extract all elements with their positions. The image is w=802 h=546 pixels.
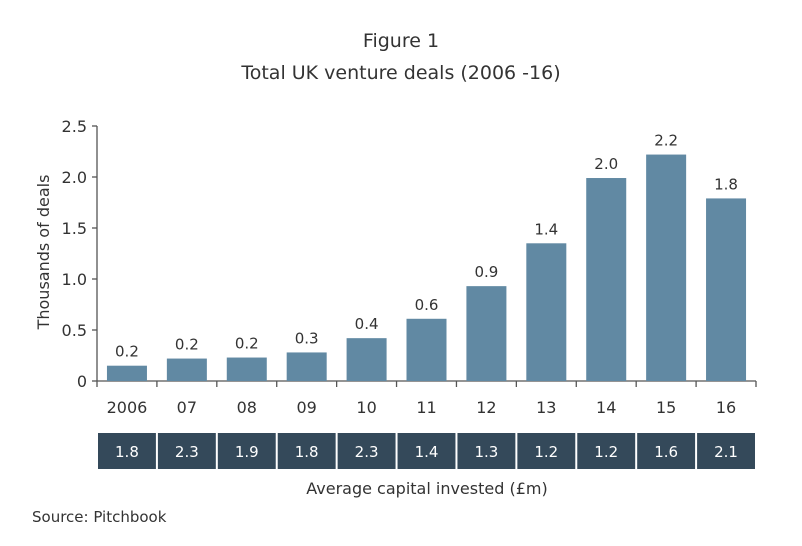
- capital-cell: [397, 433, 456, 469]
- bar-value-label: 0.2: [235, 335, 259, 353]
- bar-value-label: 0.6: [415, 296, 439, 314]
- bar-value-label: 0.2: [175, 336, 199, 354]
- y-tick-label: 0: [77, 372, 87, 391]
- bar: [406, 318, 447, 381]
- y-tick-label: 2.0: [62, 168, 87, 187]
- x-tick-label: 08: [237, 398, 257, 417]
- y-tick-label: 0.5: [62, 321, 87, 340]
- bar: [526, 243, 567, 381]
- capital-cell-value: 2.1: [714, 443, 738, 461]
- figure-label: Figure 1: [362, 30, 440, 52]
- x-tick-label: 10: [356, 398, 376, 417]
- x-tick-label: 2006: [107, 398, 148, 417]
- capital-cell: [157, 433, 216, 469]
- y-tick-label: 1.5: [62, 219, 87, 238]
- bar-chart: Thousands of deals 0 0.5 1.0 1.5 2.0 2.5 0.2 2…: [34, 117, 757, 469]
- bar: [586, 178, 627, 381]
- capital-cell-value: 1.6: [654, 443, 678, 461]
- bar: [346, 338, 387, 381]
- capital-cell: [577, 433, 636, 469]
- bar: [706, 198, 747, 381]
- bar: [226, 357, 267, 381]
- capital-cell-value: 1.4: [415, 443, 439, 461]
- capital-invested-label: Average capital invested (£m): [306, 479, 548, 498]
- bar-value-label: 1.8: [714, 175, 738, 193]
- x-tick-label: 16: [716, 398, 736, 417]
- capital-cell-value: 1.2: [534, 443, 558, 461]
- capital-cell-value: 1.8: [295, 443, 319, 461]
- capital-cell: [457, 433, 516, 469]
- capital-cell: [517, 433, 576, 469]
- x-tick-label: 15: [656, 398, 676, 417]
- y-axis-label: Thousands of deals: [34, 175, 53, 331]
- bar-value-label: 2.0: [594, 155, 618, 173]
- bar-value-label: 0.4: [355, 315, 379, 333]
- bar-value-label: 0.3: [295, 329, 319, 347]
- capital-cell-value: 1.3: [474, 443, 498, 461]
- x-tick-label: 13: [536, 398, 556, 417]
- capital-cell: [337, 433, 396, 469]
- bar: [166, 358, 207, 381]
- bar: [286, 352, 327, 381]
- chart-title: Total UK venture deals (2006 -16): [241, 62, 561, 84]
- capital-cell-value: 2.3: [355, 443, 379, 461]
- bar-value-label: 0.2: [115, 343, 139, 361]
- capital-cell: [277, 433, 336, 469]
- capital-cell-value: 1.9: [235, 443, 259, 461]
- bar: [646, 154, 687, 381]
- x-tick-label: 14: [596, 398, 616, 417]
- capital-cell: [637, 433, 696, 469]
- capital-invested-strip: 1.8 2.3 1.9 1.8 2.3 1.4 1.3 1.2 1.2 1.6 2.1: [98, 433, 755, 469]
- capital-cell: [98, 433, 156, 469]
- bar: [106, 365, 147, 381]
- x-tick-label: 07: [177, 398, 197, 417]
- capital-cell-value: 1.2: [594, 443, 618, 461]
- bar-value-label: 0.9: [474, 263, 498, 281]
- source-note: Source: Pitchbook: [32, 508, 167, 526]
- capital-cell-value: 1.8: [115, 443, 139, 461]
- y-tick-label: 2.5: [62, 117, 87, 136]
- y-tick-label: 1.0: [62, 270, 87, 289]
- capital-cell: [697, 433, 755, 469]
- x-tick-label: 12: [476, 398, 496, 417]
- capital-cell-value: 2.3: [175, 443, 199, 461]
- x-tick-label: 11: [416, 398, 436, 417]
- bars: 0.2 2006 0.2 07 0.2 08 0.3 09 0.4 10 0.6 11 0.9 12 1.4…: [106, 132, 747, 417]
- bar-value-label: 2.2: [654, 132, 678, 150]
- bar-value-label: 1.4: [534, 220, 558, 238]
- capital-cell: [217, 433, 276, 469]
- x-tick-label: 09: [297, 398, 317, 417]
- bar: [466, 286, 507, 381]
